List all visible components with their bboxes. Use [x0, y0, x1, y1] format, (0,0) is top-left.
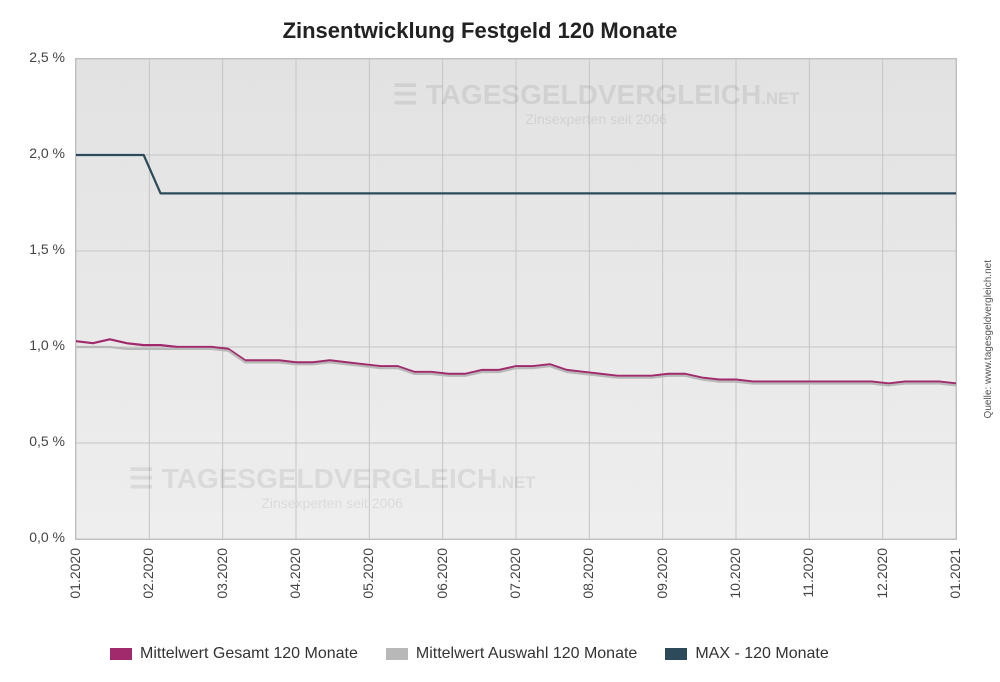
legend-swatch: [386, 648, 408, 660]
chart-container: Zinsentwicklung Festgeld 120 Monate ☰ TA…: [0, 0, 1000, 682]
legend-item: Mittelwert Gesamt 120 Monate: [110, 645, 358, 663]
legend-item: MAX - 120 Monate: [665, 645, 828, 663]
legend-swatch: [665, 648, 687, 660]
x-tick-label: 01.2021: [947, 548, 963, 599]
x-tick-label: 05.2020: [360, 548, 376, 599]
x-tick-label: 09.2020: [654, 548, 670, 599]
x-tick-label: 08.2020: [580, 548, 596, 599]
x-tick-label: 06.2020: [434, 548, 450, 599]
legend-label: MAX - 120 Monate: [695, 645, 828, 663]
x-tick-label: 07.2020: [507, 548, 523, 599]
x-tick-label: 10.2020: [727, 548, 743, 599]
x-tick-label: 03.2020: [214, 548, 230, 599]
legend-swatch: [110, 648, 132, 660]
y-tick-label: 2,5 %: [0, 49, 65, 65]
legend: Mittelwert Gesamt 120 Monate Mittelwert A…: [110, 645, 829, 663]
plot-area: ☰ TAGESGELDVERGLEICH.NETZinsexperten sei…: [75, 58, 957, 540]
plot-svg: [76, 59, 956, 539]
legend-item: Mittelwert Auswahl 120 Monate: [386, 645, 637, 663]
source-label: Quelle: www.tagesgeldvergleich.net: [983, 260, 994, 418]
y-tick-label: 0,5 %: [0, 433, 65, 449]
x-tick-label: 11.2020: [800, 548, 816, 598]
y-tick-label: 2,0 %: [0, 145, 65, 161]
y-tick-label: 1,5 %: [0, 241, 65, 257]
x-tick-label: 02.2020: [140, 548, 156, 599]
chart-title: Zinsentwicklung Festgeld 120 Monate: [0, 18, 960, 44]
y-tick-label: 1,0 %: [0, 337, 65, 353]
legend-label: Mittelwert Auswahl 120 Monate: [416, 645, 637, 663]
x-tick-label: 12.2020: [874, 548, 890, 599]
x-tick-label: 01.2020: [67, 548, 83, 599]
x-tick-label: 04.2020: [287, 548, 303, 599]
legend-label: Mittelwert Gesamt 120 Monate: [140, 645, 358, 663]
y-tick-label: 0,0 %: [0, 529, 65, 545]
